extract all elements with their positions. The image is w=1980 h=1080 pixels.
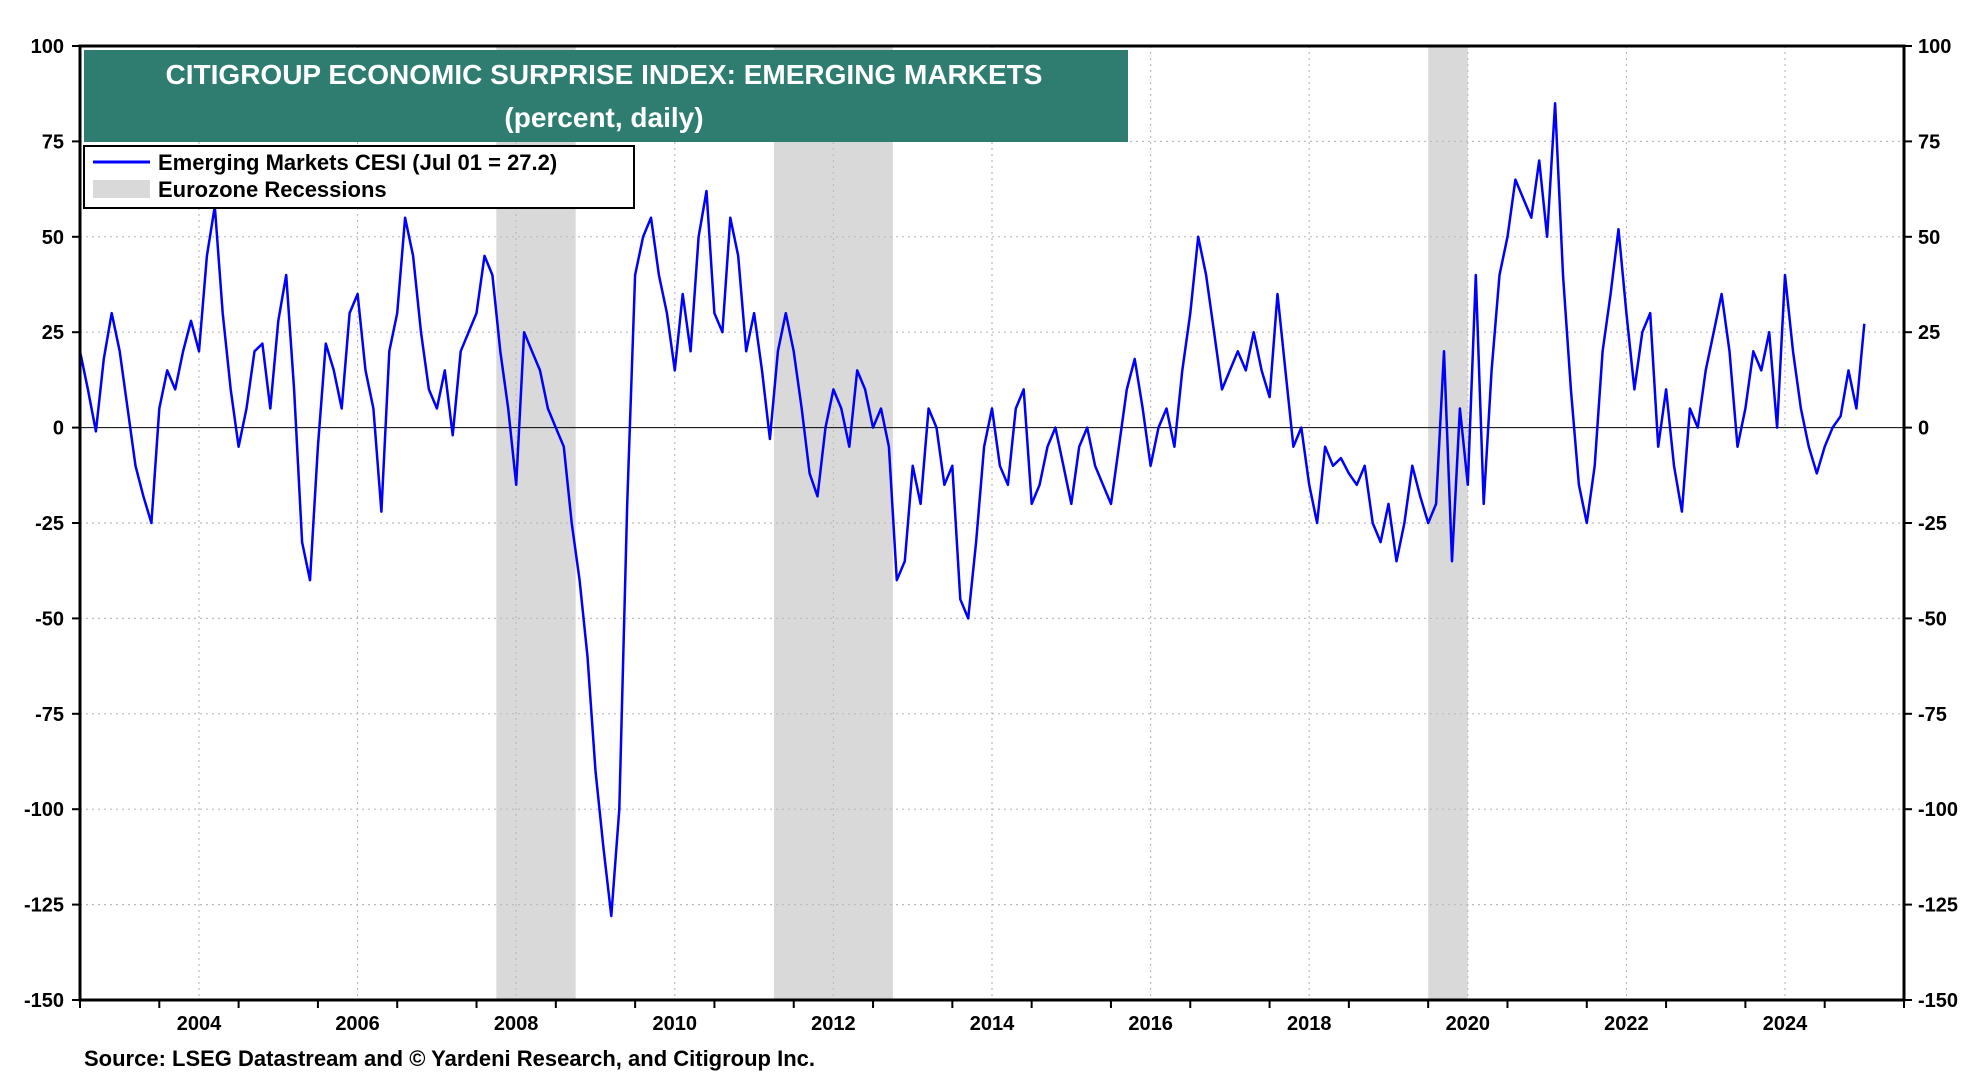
- chart-title: CITIGROUP ECONOMIC SURPRISE INDEX: EMERG…: [166, 59, 1043, 90]
- y-tick-label-left: -50: [35, 608, 64, 630]
- legend: Emerging Markets CESI (Jul 01 = 27.2) Eu…: [83, 145, 635, 209]
- chart-subtitle: (percent, daily): [504, 102, 703, 133]
- legend-swatch-recession: [93, 180, 150, 198]
- y-tick-label-left: 100: [31, 36, 64, 58]
- grid: [80, 46, 1904, 1000]
- x-tick-label: 2016: [1128, 1013, 1173, 1035]
- legend-label-recession: Eurozone Recessions: [158, 177, 387, 202]
- source-note: Source: LSEG Datastream and © Yardeni Re…: [84, 1046, 816, 1071]
- x-tick-label: 2022: [1604, 1013, 1649, 1035]
- y-tick-label-right: 25: [1918, 322, 1940, 344]
- y-tick-label-left: -100: [24, 799, 64, 821]
- title-box: CITIGROUP ECONOMIC SURPRISE INDEX: EMERG…: [84, 50, 1128, 142]
- y-tick-label-left: -75: [35, 704, 64, 726]
- x-tick-label: 2018: [1287, 1013, 1332, 1035]
- x-tick-label: 2008: [494, 1013, 539, 1035]
- x-tick-label: 2012: [811, 1013, 856, 1035]
- right-y-axis-ticks: 100 75 50 25 0 -25 -50 -75 -100 -125 -150: [1904, 36, 1958, 1012]
- y-tick-label-right: -100: [1918, 799, 1958, 821]
- y-tick-label-left: -125: [24, 895, 64, 917]
- left-y-axis-ticks: 100 75 50 25 0 -25 -50 -75 -100 -125 -150: [24, 36, 80, 1012]
- y-tick-label-right: 75: [1918, 131, 1940, 153]
- y-tick-label-left: 0: [53, 418, 64, 440]
- y-tick-label-right: -150: [1918, 990, 1958, 1012]
- y-tick-label-right: -75: [1918, 704, 1947, 726]
- y-tick-label-left: -150: [24, 990, 64, 1012]
- y-tick-label-left: -25: [35, 513, 64, 535]
- y-tick-label-left: 50: [42, 227, 64, 249]
- x-tick-label: 2004: [177, 1013, 222, 1035]
- y-tick-label-left: 25: [42, 322, 64, 344]
- x-tick-label: 2020: [1446, 1013, 1491, 1035]
- y-tick-label-right: -50: [1918, 608, 1947, 630]
- y-tick-label-right: -25: [1918, 513, 1947, 535]
- legend-label-series: Emerging Markets CESI (Jul 01 = 27.2): [158, 150, 557, 175]
- x-tick-label: 2014: [970, 1013, 1015, 1035]
- x-tick-label: 2024: [1763, 1013, 1808, 1035]
- series-line-emerging-markets-cesi: [78, 101, 1866, 918]
- y-tick-label-right: 0: [1918, 418, 1929, 440]
- y-tick-label-left: 75: [42, 131, 64, 153]
- y-tick-label-right: 50: [1918, 227, 1940, 249]
- y-tick-label-right: -125: [1918, 895, 1958, 917]
- y-tick-label-right: 100: [1918, 36, 1951, 58]
- x-axis-ticks: 2004 2006 2008 2010 2012 2014 2016 2018 2020 2022…: [79, 1000, 1905, 1035]
- x-tick-label: 2010: [653, 1013, 698, 1035]
- x-tick-label: 2006: [335, 1013, 380, 1035]
